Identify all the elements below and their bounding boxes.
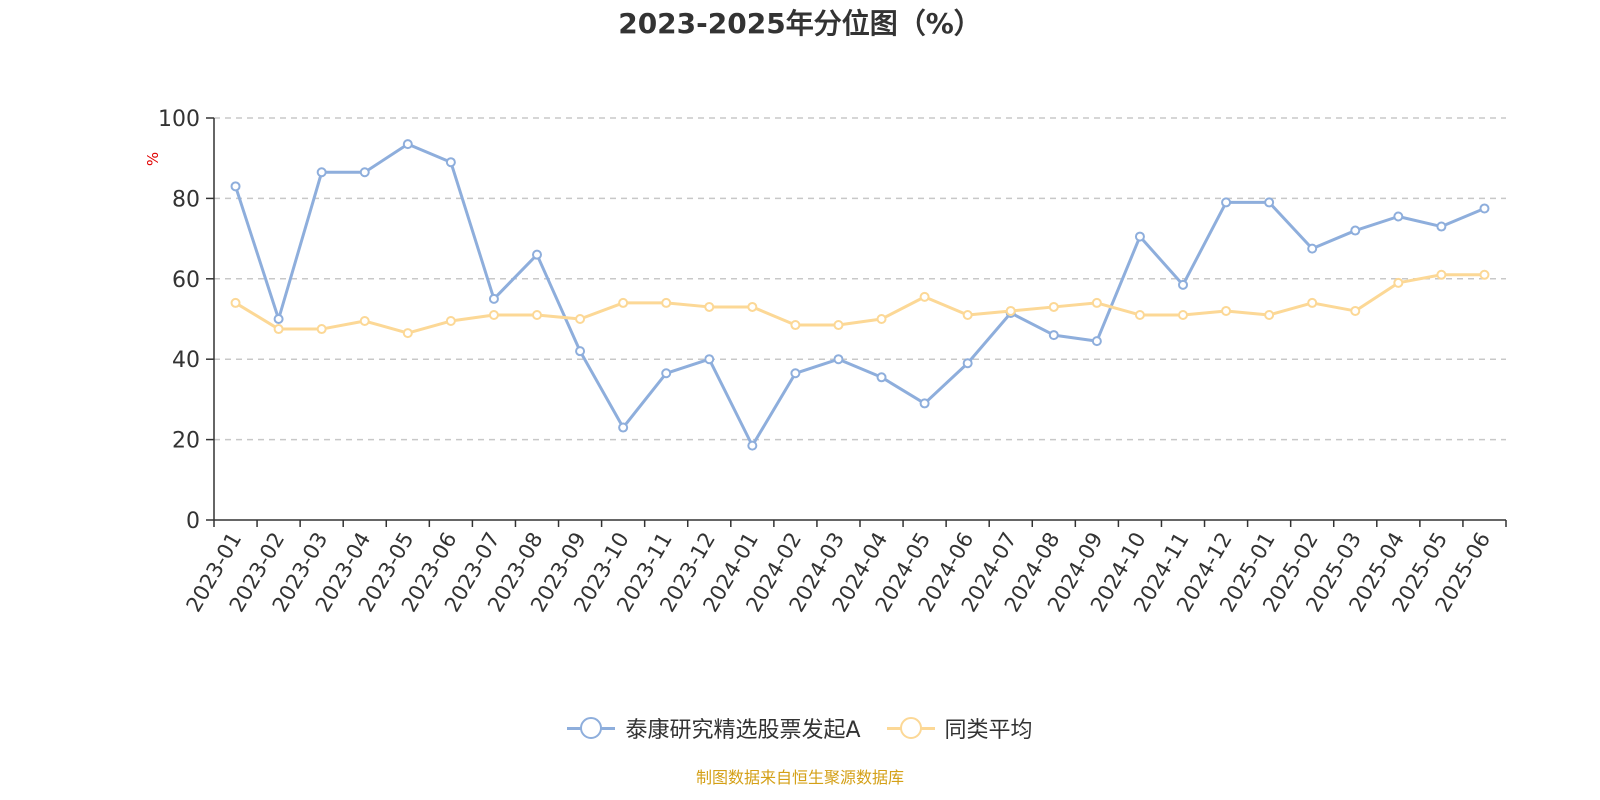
data-point-series-1	[876, 314, 887, 324]
data-point-series-1	[532, 309, 542, 320]
data-point-series-0	[1393, 211, 1404, 222]
legend-item-series-0[interactable]: 泰康研究精选股票发起A	[567, 712, 861, 744]
data-point-series-0	[747, 440, 758, 451]
data-point-series-1	[661, 297, 672, 308]
chart-title: 2023-2025年分位图（%）	[618, 7, 982, 40]
data-point-series-0	[359, 167, 370, 178]
data-point-series-0	[488, 293, 499, 304]
legend-label-series-1: 同类平均	[944, 718, 1033, 743]
data-point-series-1	[1091, 297, 1102, 308]
data-point-series-1	[359, 316, 370, 327]
data-point-series-0	[1436, 221, 1447, 232]
data-point-series-0	[704, 354, 715, 365]
data-point-series-1	[488, 309, 499, 320]
data-point-series-0	[1178, 279, 1188, 290]
data-point-series-0	[1048, 330, 1059, 341]
data-point-series-1	[1350, 305, 1361, 316]
series-line-0	[234, 142, 1486, 448]
data-point-series-1	[1307, 297, 1318, 308]
data-point-series-0	[962, 358, 973, 369]
data-point-series-0	[1221, 197, 1232, 208]
data-point-series-0	[316, 167, 327, 178]
data-point-series-1	[1264, 309, 1275, 320]
data-point-series-0	[1479, 203, 1490, 214]
data-point-series-0	[273, 314, 284, 324]
data-point-series-0	[876, 372, 887, 383]
data-point-series-1	[273, 324, 284, 335]
grid-lines	[214, 117, 1506, 441]
legend-swatch-series-1	[886, 716, 935, 740]
data-point-series-0	[1134, 231, 1145, 242]
data-point-series-1	[1048, 301, 1059, 312]
data-point-series-1	[1479, 269, 1490, 280]
data-point-series-0	[1091, 336, 1102, 347]
y-tick-label: 40	[172, 348, 200, 373]
legend: 泰康研究精选股票发起A 同类平均	[0, 712, 1600, 744]
y-tick-label: 20	[172, 429, 200, 454]
data-point-series-1	[1178, 309, 1188, 320]
legend-swatch-series-0	[567, 716, 616, 740]
data-point-series-0	[618, 422, 629, 433]
data-point-series-1	[618, 297, 629, 308]
data-point-series-0	[532, 249, 542, 260]
data-point-series-0	[919, 398, 930, 409]
data-point-series-1	[1393, 277, 1404, 288]
y-tick-label: 80	[172, 187, 200, 212]
legend-label-series-0: 泰康研究精选股票发起A	[625, 718, 861, 743]
data-point-series-1	[575, 314, 586, 324]
data-point-series-0	[1350, 225, 1361, 236]
series-line-1	[234, 273, 1485, 335]
data-point-series-1	[402, 328, 413, 339]
axes	[213, 118, 1506, 521]
data-point-series-1	[445, 316, 456, 327]
data-point-series-0	[1264, 197, 1275, 208]
data-point-series-1	[1005, 305, 1016, 316]
data-point-series-0	[402, 139, 413, 150]
data-point-series-1	[704, 301, 715, 312]
data-point-series-0	[833, 354, 844, 365]
data-point-series-1	[1221, 305, 1232, 316]
y-axis-ticks: 0 20 40 60 80 100	[158, 107, 214, 534]
data-point-series-1	[1436, 269, 1447, 280]
data-point-series-0	[661, 368, 672, 379]
data-point-series-0	[1307, 243, 1318, 254]
data-point-series-0	[230, 181, 241, 192]
series-layer	[230, 139, 1490, 451]
x-axis-ticks: 2023-012023-022023-032023-042023-052023-…	[182, 520, 1507, 616]
data-point-series-1	[316, 324, 327, 335]
data-point-series-1	[962, 309, 973, 320]
y-tick-label: 60	[172, 268, 200, 293]
y-tick-label: 0	[186, 509, 200, 534]
legend-item-series-1[interactable]: 同类平均	[886, 712, 1033, 744]
data-point-series-1	[919, 291, 930, 302]
data-point-series-1	[230, 297, 241, 308]
data-point-series-1	[1134, 309, 1145, 320]
data-point-series-0	[790, 368, 801, 379]
data-point-series-1	[790, 320, 801, 331]
data-point-series-0	[445, 157, 456, 168]
y-tick-label: 100	[158, 107, 200, 132]
data-point-series-1	[833, 320, 844, 331]
data-point-series-1	[747, 301, 758, 312]
data-source-note: 制图数据来自恒生聚源数据库	[695, 768, 904, 787]
data-point-series-0	[575, 346, 586, 357]
